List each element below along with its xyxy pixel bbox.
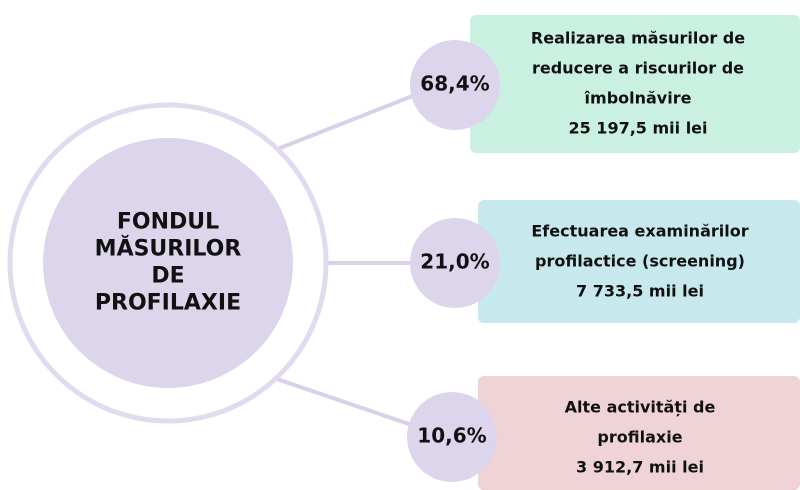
center-label: DE bbox=[151, 264, 184, 289]
box-text: îmbolnăvire bbox=[584, 89, 692, 108]
box-text: 25 197,5 mii lei bbox=[568, 119, 707, 138]
link bbox=[264, 373, 413, 427]
box-text: reducere a riscurilor de bbox=[532, 59, 744, 78]
percent-circle bbox=[407, 392, 497, 482]
center-circle bbox=[43, 138, 293, 388]
box-text: profilactice (screening) bbox=[535, 252, 745, 271]
percent: 68,4% bbox=[420, 72, 489, 96]
link bbox=[274, 93, 416, 152]
box-text: Alte activități de bbox=[565, 398, 716, 417]
percent-circle bbox=[410, 40, 500, 130]
box-text: 7 733,5 mii lei bbox=[576, 282, 704, 301]
box bbox=[470, 15, 800, 153]
center-label: PROFILAXIE bbox=[95, 291, 241, 316]
percent-circle bbox=[410, 218, 500, 308]
box-text: profilaxie bbox=[597, 428, 682, 447]
box bbox=[478, 376, 800, 490]
percent: 10,6% bbox=[417, 424, 486, 448]
percent: 21,0% bbox=[420, 250, 489, 274]
box-text: 3 912,7 mii lei bbox=[576, 458, 704, 477]
center-label: MĂSURILOR bbox=[95, 236, 242, 262]
box bbox=[478, 200, 800, 323]
center-label: FONDUL bbox=[117, 210, 219, 235]
box-text: Efectuarea examinărilor bbox=[531, 222, 748, 241]
box-text: Realizarea măsurilor de bbox=[531, 29, 745, 48]
links bbox=[264, 93, 416, 427]
